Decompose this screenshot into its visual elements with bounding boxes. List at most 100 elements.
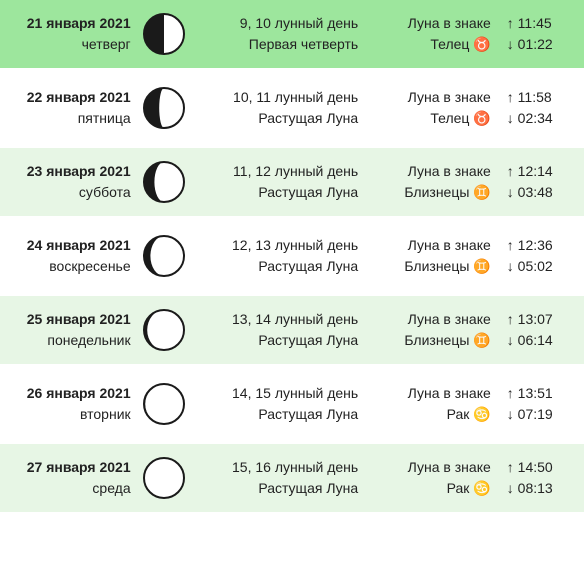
moon-phase-icon <box>137 456 192 500</box>
date-cell: 27 января 2021 среда <box>10 457 131 499</box>
sign-name-line: Телец ♉ <box>364 108 491 129</box>
lunar-day-text: 13, 14 лунный день <box>198 309 358 330</box>
sign-name-text: Телец <box>430 36 469 52</box>
times-cell: ↑ 14:50 ↓ 08:13 <box>497 457 574 499</box>
times-cell: ↑ 12:36 ↓ 05:02 <box>497 235 574 277</box>
date-cell: 22 января 2021 пятница <box>10 87 131 129</box>
moonset-text: ↓ 05:02 <box>507 256 574 277</box>
phase-name-text: Растущая Луна <box>198 108 358 129</box>
phase-name-text: Первая четверть <box>198 34 358 55</box>
sign-label-text: Луна в знаке <box>364 383 491 404</box>
zodiac-icon: ♉ <box>473 110 490 126</box>
phase-name-text: Растущая Луна <box>198 478 358 499</box>
sign-cell: Луна в знаке Телец ♉ <box>364 13 491 55</box>
moonset-text: ↓ 02:34 <box>507 108 574 129</box>
calendar-row[interactable]: 23 января 2021 суббота 11, 12 лунный ден… <box>0 148 584 222</box>
phase-cell: 13, 14 лунный день Растущая Луна <box>198 309 358 351</box>
zodiac-icon: ♊ <box>473 258 490 274</box>
phase-cell: 15, 16 лунный день Растущая Луна <box>198 457 358 499</box>
zodiac-icon: ♋ <box>473 406 490 422</box>
sign-label-text: Луна в знаке <box>364 309 491 330</box>
sign-name-line: Близнецы ♊ <box>364 256 491 277</box>
moonrise-text: ↑ 12:14 <box>507 161 574 182</box>
phase-cell: 12, 13 лунный день Растущая Луна <box>198 235 358 277</box>
date-cell: 23 января 2021 суббота <box>10 161 131 203</box>
calendar-row[interactable]: 27 января 2021 среда 15, 16 лунный день … <box>0 444 584 518</box>
sign-label-text: Луна в знаке <box>364 87 491 108</box>
sign-name-line: Рак ♋ <box>364 478 491 499</box>
moonset-text: ↓ 01:22 <box>507 34 574 55</box>
sign-label-text: Луна в знаке <box>364 13 491 34</box>
calendar-row[interactable]: 25 января 2021 понедельник 13, 14 лунный… <box>0 296 584 370</box>
sign-name-text: Близнецы <box>404 332 469 348</box>
sign-cell: Луна в знаке Близнецы ♊ <box>364 309 491 351</box>
sign-cell: Луна в знаке Рак ♋ <box>364 383 491 425</box>
moon-phase-icon <box>137 160 192 204</box>
sign-cell: Луна в знаке Рак ♋ <box>364 457 491 499</box>
times-cell: ↑ 12:14 ↓ 03:48 <box>497 161 574 203</box>
times-cell: ↑ 11:45 ↓ 01:22 <box>497 13 574 55</box>
zodiac-icon: ♊ <box>473 184 490 200</box>
sign-name-line: Телец ♉ <box>364 34 491 55</box>
zodiac-icon: ♊ <box>473 332 490 348</box>
date-cell: 25 января 2021 понедельник <box>10 309 131 351</box>
moonrise-text: ↑ 14:50 <box>507 457 574 478</box>
date-text: 25 января 2021 <box>10 309 131 330</box>
phase-cell: 10, 11 лунный день Растущая Луна <box>198 87 358 129</box>
moon-phase-icon <box>137 86 192 130</box>
sign-label-text: Луна в знаке <box>364 235 491 256</box>
lunar-day-text: 11, 12 лунный день <box>198 161 358 182</box>
weekday-text: среда <box>10 478 131 499</box>
weekday-text: четверг <box>10 34 131 55</box>
sign-label-text: Луна в знаке <box>364 457 491 478</box>
weekday-text: понедельник <box>10 330 131 351</box>
moonrise-text: ↑ 11:45 <box>507 13 574 34</box>
date-text: 26 января 2021 <box>10 383 131 404</box>
weekday-text: суббота <box>10 182 131 203</box>
date-cell: 26 января 2021 вторник <box>10 383 131 425</box>
date-text: 21 января 2021 <box>10 13 131 34</box>
moonset-text: ↓ 08:13 <box>507 478 574 499</box>
moon-phase-icon <box>137 308 192 352</box>
sign-name-line: Близнецы ♊ <box>364 182 491 203</box>
lunar-day-text: 9, 10 лунный день <box>198 13 358 34</box>
sign-name-text: Телец <box>430 110 469 126</box>
sign-label-text: Луна в знаке <box>364 161 491 182</box>
sign-cell: Луна в знаке Близнецы ♊ <box>364 235 491 277</box>
sign-name-line: Близнецы ♊ <box>364 330 491 351</box>
calendar-row[interactable]: 21 января 2021 четверг 9, 10 лунный день… <box>0 0 584 74</box>
calendar-row[interactable]: 24 января 2021 воскресенье 12, 13 лунный… <box>0 222 584 296</box>
phase-name-text: Растущая Луна <box>198 404 358 425</box>
sign-name-text: Близнецы <box>404 258 469 274</box>
moonrise-text: ↑ 11:58 <box>507 87 574 108</box>
moonset-text: ↓ 07:19 <box>507 404 574 425</box>
date-text: 23 января 2021 <box>10 161 131 182</box>
moonrise-text: ↑ 13:51 <box>507 383 574 404</box>
phase-cell: 14, 15 лунный день Растущая Луна <box>198 383 358 425</box>
moonset-text: ↓ 06:14 <box>507 330 574 351</box>
sign-cell: Луна в знаке Близнецы ♊ <box>364 161 491 203</box>
calendar-row[interactable]: 26 января 2021 вторник 14, 15 лунный ден… <box>0 370 584 444</box>
zodiac-icon: ♉ <box>473 36 490 52</box>
phase-cell: 9, 10 лунный день Первая четверть <box>198 13 358 55</box>
lunar-day-text: 14, 15 лунный день <box>198 383 358 404</box>
moon-phase-icon <box>137 234 192 278</box>
date-text: 27 января 2021 <box>10 457 131 478</box>
phase-name-text: Растущая Луна <box>198 330 358 351</box>
calendar-row[interactable]: 22 января 2021 пятница 10, 11 лунный ден… <box>0 74 584 148</box>
date-text: 22 января 2021 <box>10 87 131 108</box>
sign-name-text: Рак <box>447 406 470 422</box>
moon-phase-icon <box>137 382 192 426</box>
moon-phase-icon <box>137 12 192 56</box>
lunar-day-text: 15, 16 лунный день <box>198 457 358 478</box>
date-cell: 21 января 2021 четверг <box>10 13 131 55</box>
phase-name-text: Растущая Луна <box>198 182 358 203</box>
weekday-text: пятница <box>10 108 131 129</box>
times-cell: ↑ 13:51 ↓ 07:19 <box>497 383 574 425</box>
weekday-text: воскресенье <box>10 256 131 277</box>
zodiac-icon: ♋ <box>473 480 490 496</box>
weekday-text: вторник <box>10 404 131 425</box>
sign-name-text: Рак <box>447 480 470 496</box>
lunar-day-text: 10, 11 лунный день <box>198 87 358 108</box>
lunar-calendar: 21 января 2021 четверг 9, 10 лунный день… <box>0 0 584 518</box>
